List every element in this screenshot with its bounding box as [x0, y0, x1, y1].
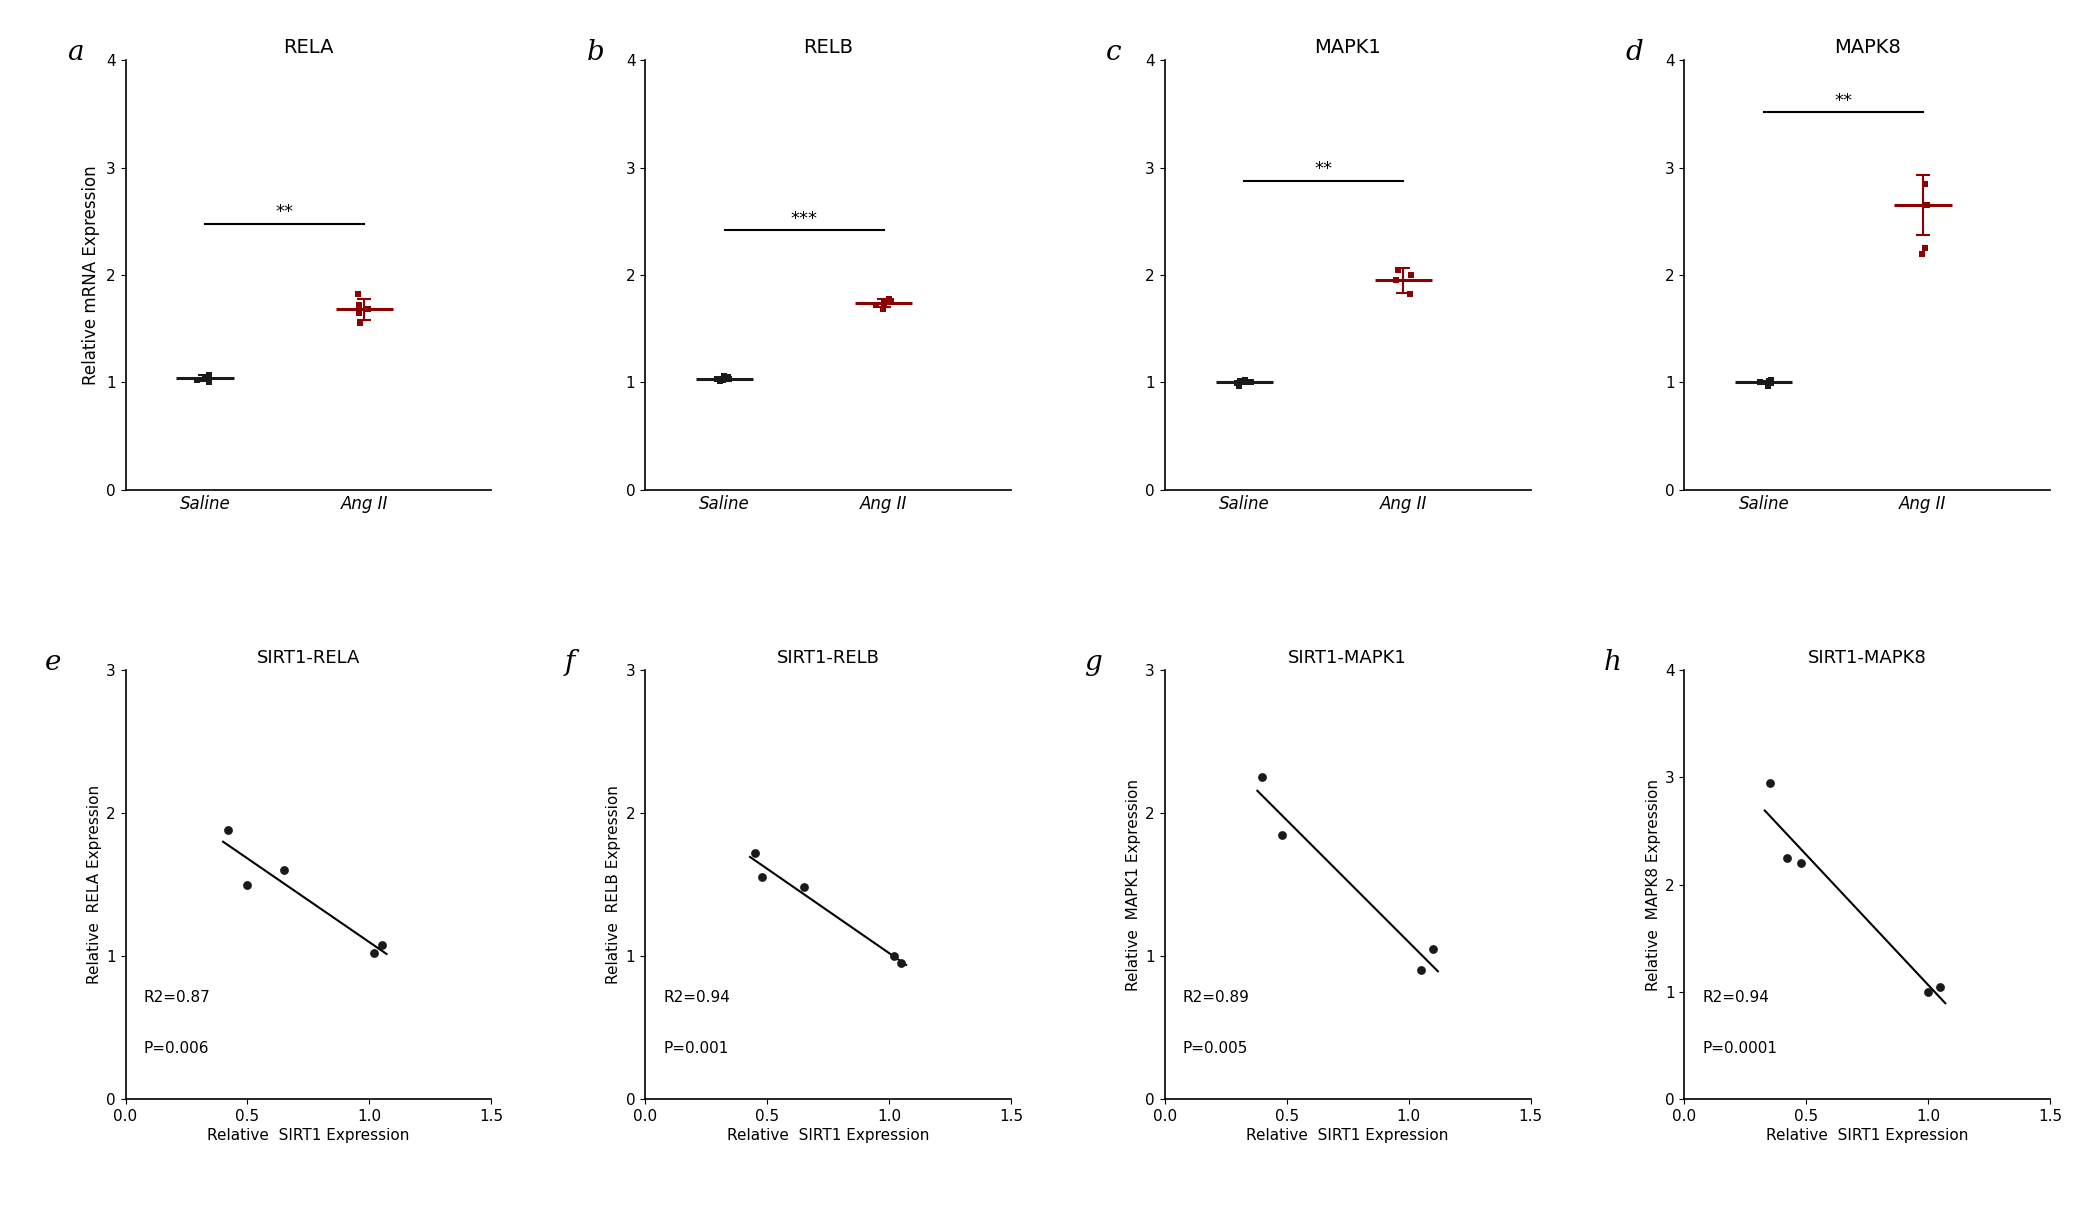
Text: P=0.005: P=0.005: [1182, 1041, 1249, 1056]
Title: SIRT1-MAPK8: SIRT1-MAPK8: [1807, 649, 1927, 667]
Point: [351, 300, 385, 319]
Point: [180, 371, 213, 390]
Text: R2=0.94: R2=0.94: [1703, 989, 1770, 1005]
Point: [1379, 271, 1412, 290]
Point: [358, 943, 391, 963]
Point: [866, 294, 900, 313]
Point: [1925, 977, 1958, 997]
Text: h: h: [1605, 649, 1621, 675]
Text: d: d: [1625, 39, 1644, 66]
Point: [1770, 848, 1803, 867]
Point: [874, 291, 908, 310]
Point: [707, 366, 741, 385]
Text: P=0.001: P=0.001: [663, 1041, 728, 1056]
X-axis label: Relative  SIRT1 Expression: Relative SIRT1 Expression: [1766, 1128, 1969, 1143]
Point: [188, 370, 222, 389]
Text: R2=0.94: R2=0.94: [663, 989, 730, 1005]
Point: [1753, 773, 1787, 792]
Point: [866, 300, 900, 319]
Point: [230, 875, 264, 894]
Point: [745, 867, 778, 887]
Title: SIRT1-RELA: SIRT1-RELA: [257, 649, 360, 667]
Point: [1220, 373, 1253, 393]
Point: [1910, 196, 1943, 215]
Point: [1266, 825, 1299, 844]
Point: [1784, 854, 1818, 873]
Point: [1416, 940, 1450, 959]
Y-axis label: Relative  MAPK8 Expression: Relative MAPK8 Expression: [1646, 779, 1661, 991]
Y-axis label: Relative  MAPK1 Expression: Relative MAPK1 Expression: [1125, 779, 1140, 991]
Y-axis label: Relative  RELA Expression: Relative RELA Expression: [88, 785, 103, 985]
Point: [1912, 982, 1946, 1001]
Point: [787, 878, 820, 898]
X-axis label: Relative  SIRT1 Expression: Relative SIRT1 Expression: [207, 1128, 410, 1143]
Text: f: f: [565, 649, 575, 675]
Point: [1755, 373, 1789, 393]
Point: [707, 371, 741, 390]
Point: [860, 296, 893, 315]
Point: [1908, 238, 1941, 257]
Point: [192, 373, 226, 393]
Title: RELB: RELB: [803, 39, 854, 58]
Y-axis label: Relative  RELB Expression: Relative RELB Expression: [607, 785, 621, 985]
Point: [1222, 376, 1255, 395]
Point: [343, 314, 377, 333]
Text: R2=0.87: R2=0.87: [144, 989, 211, 1005]
Point: [211, 820, 245, 840]
Text: b: b: [586, 39, 605, 66]
Y-axis label: Relative mRNA Expression: Relative mRNA Expression: [82, 165, 100, 385]
Point: [341, 285, 374, 304]
X-axis label: Relative  SIRT1 Expression: Relative SIRT1 Expression: [1247, 1128, 1450, 1143]
Point: [1228, 371, 1261, 390]
Title: MAPK1: MAPK1: [1314, 39, 1381, 58]
Point: [877, 947, 910, 966]
Text: **: **: [1314, 161, 1333, 179]
Text: **: **: [276, 203, 293, 221]
Point: [1751, 376, 1784, 395]
Point: [703, 372, 736, 391]
Point: [268, 860, 301, 879]
Point: [738, 843, 772, 863]
Point: [343, 303, 377, 323]
Point: [343, 296, 377, 315]
Point: [1232, 373, 1266, 393]
Point: [1753, 372, 1787, 391]
Text: ***: ***: [791, 210, 818, 228]
Point: [1906, 244, 1939, 263]
Text: c: c: [1107, 39, 1121, 66]
Point: [885, 953, 918, 972]
Point: [1393, 266, 1427, 285]
Text: **: **: [1835, 92, 1851, 110]
Point: [1908, 174, 1941, 193]
Title: SIRT1-MAPK1: SIRT1-MAPK1: [1289, 649, 1408, 667]
Text: a: a: [67, 39, 84, 66]
Point: [1755, 371, 1789, 390]
Title: SIRT1-RELB: SIRT1-RELB: [776, 649, 879, 667]
X-axis label: Relative  SIRT1 Expression: Relative SIRT1 Expression: [726, 1128, 929, 1143]
Text: g: g: [1084, 649, 1102, 675]
Point: [192, 365, 226, 384]
Point: [1224, 372, 1257, 391]
Title: MAPK8: MAPK8: [1835, 39, 1902, 58]
Point: [1743, 373, 1776, 393]
Point: [1234, 373, 1268, 393]
Point: [1393, 285, 1427, 304]
Point: [711, 367, 745, 387]
Point: [1245, 767, 1278, 786]
Point: [701, 370, 734, 389]
Point: [190, 367, 224, 387]
Point: [364, 935, 397, 954]
Text: R2=0.89: R2=0.89: [1182, 989, 1249, 1005]
Point: [1404, 960, 1437, 980]
Point: [1381, 260, 1414, 279]
Text: P=0.006: P=0.006: [144, 1041, 209, 1056]
Title: RELA: RELA: [282, 39, 335, 58]
Text: P=0.0001: P=0.0001: [1703, 1041, 1778, 1056]
Text: e: e: [46, 649, 61, 675]
Point: [872, 289, 906, 308]
